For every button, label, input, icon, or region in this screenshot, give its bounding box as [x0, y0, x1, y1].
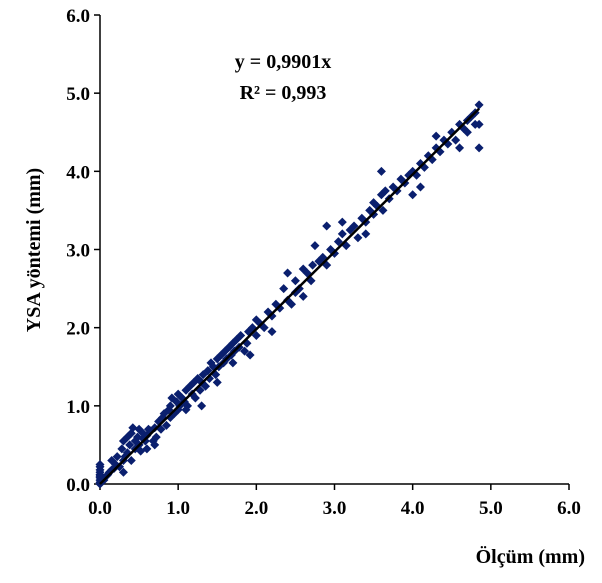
y-tick-label: 6.0 — [66, 6, 90, 27]
x-tick-label: 6.0 — [557, 498, 581, 519]
data-point — [361, 229, 371, 239]
data-point — [228, 358, 238, 368]
data-point — [128, 423, 138, 433]
data-point — [151, 432, 161, 442]
data-point — [126, 456, 136, 466]
data-point — [455, 143, 465, 153]
data-point — [308, 260, 318, 270]
equation-annotation: y = 0,9901x — [235, 51, 331, 73]
data-point — [275, 303, 285, 313]
data-point — [267, 327, 277, 337]
data-point — [122, 448, 132, 458]
data-point — [161, 420, 171, 430]
data-point — [279, 284, 289, 294]
y-tick-label: 5.0 — [66, 84, 90, 105]
data-point — [150, 423, 160, 433]
data-point — [165, 401, 175, 411]
data-point — [201, 381, 211, 391]
data-point — [337, 229, 347, 239]
ticks: 0.0 1.0 2.0 3.0 4.0 5.0 6.0 0.0 1.0 2.0 3.0 4.0 5.0 6… — [66, 6, 581, 519]
data-point — [203, 366, 213, 376]
data-point — [122, 432, 132, 442]
data-point — [310, 241, 320, 251]
data-point — [181, 405, 191, 415]
data-point — [142, 444, 152, 454]
data-point — [290, 276, 300, 286]
data-points — [95, 100, 484, 489]
data-point — [115, 462, 125, 472]
data-point — [245, 350, 255, 360]
trendline — [99, 107, 480, 485]
y-tick-label: 1.0 — [66, 397, 90, 418]
data-point — [118, 467, 128, 477]
data-point — [298, 264, 308, 274]
data-point — [431, 131, 441, 141]
data-point — [474, 100, 484, 110]
data-point — [376, 166, 386, 176]
data-point — [380, 186, 390, 196]
x-tick-label: 5.0 — [479, 498, 503, 519]
data-point — [287, 299, 297, 309]
data-point — [197, 401, 207, 411]
data-point — [349, 221, 359, 231]
x-axis-title: Ölçüm (mm) — [476, 545, 585, 568]
y-tick-label: 3.0 — [66, 241, 90, 262]
data-point — [470, 119, 480, 129]
data-point — [236, 330, 246, 340]
data-point — [408, 190, 418, 200]
data-point — [240, 346, 250, 356]
data-point — [190, 393, 200, 403]
x-tick-label: 3.0 — [323, 498, 347, 519]
y-axis-title: YSA yöntemi (mm) — [23, 168, 45, 332]
x-tick-label: 0.0 — [88, 498, 112, 519]
data-point — [150, 440, 160, 450]
data-point — [267, 311, 277, 321]
data-point — [125, 440, 135, 450]
data-point — [322, 221, 332, 231]
data-point — [378, 205, 388, 215]
r-squared-annotation: R² = 0,993 — [240, 82, 327, 104]
data-point — [298, 291, 308, 301]
x-tick-label: 2.0 — [244, 498, 268, 519]
data-point — [283, 268, 293, 278]
data-point — [333, 237, 343, 247]
data-point — [353, 233, 363, 243]
trendline-group — [99, 107, 480, 485]
data-point — [117, 444, 127, 454]
data-point — [451, 135, 461, 145]
y-tick-label: 2.0 — [66, 319, 90, 340]
data-point — [95, 459, 105, 469]
data-point — [251, 330, 261, 340]
data-point — [212, 377, 222, 387]
data-point — [112, 452, 122, 462]
x-tick-label: 4.0 — [401, 498, 425, 519]
data-point — [474, 143, 484, 153]
data-point — [294, 284, 304, 294]
data-point — [337, 217, 347, 227]
data-point — [415, 182, 425, 192]
x-tick-label: 1.0 — [166, 498, 190, 519]
data-point — [462, 127, 472, 137]
y-tick-label: 4.0 — [66, 162, 90, 183]
y-tick-label: 0.0 — [66, 475, 90, 496]
